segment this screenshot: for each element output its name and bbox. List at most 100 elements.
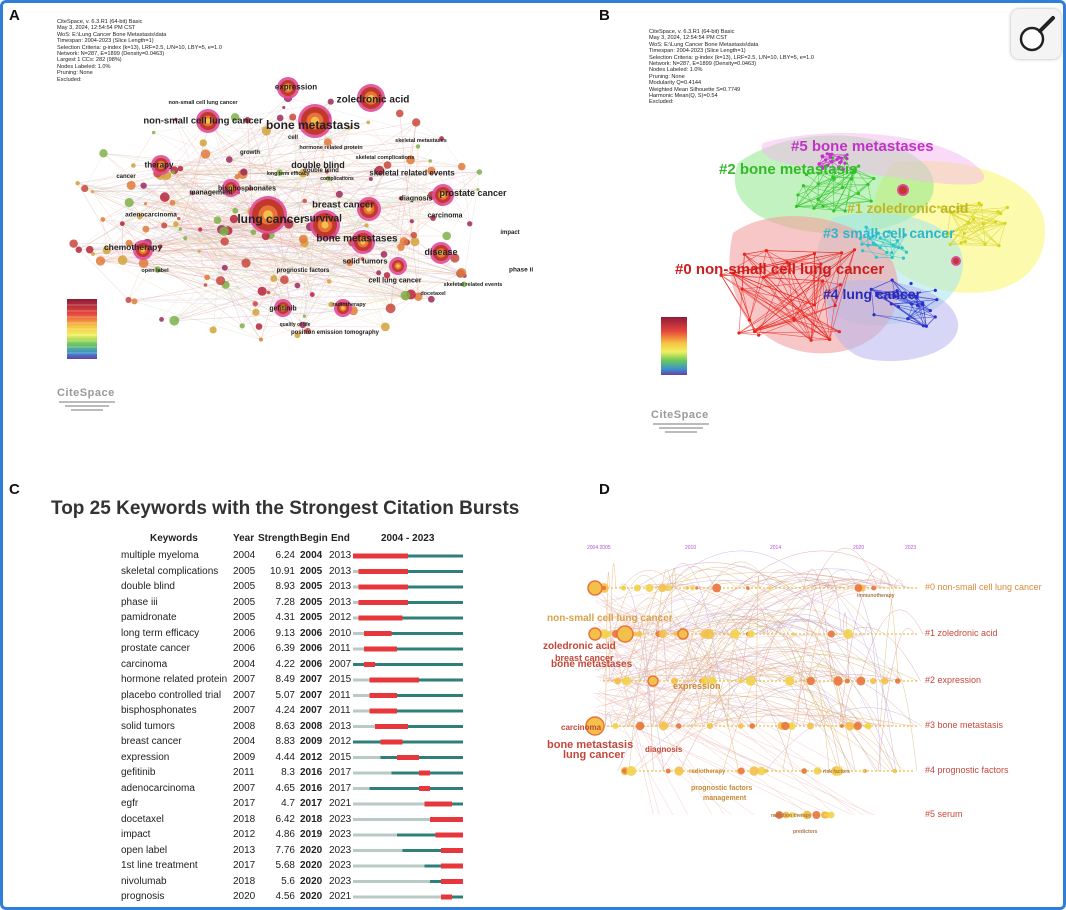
burst-end: 2012 <box>329 736 352 747</box>
burst-end: 2015 <box>329 751 352 763</box>
keyword-label: management <box>189 189 233 197</box>
keyword-label: bisphosphonates <box>218 185 276 193</box>
keyword-label: adenocarcinoma <box>125 211 177 219</box>
burst-end: 2017 <box>329 767 352 778</box>
metadata-line: Excluded: <box>57 76 82 83</box>
burst-strength: 4.44 <box>275 751 295 763</box>
burst-begin: 2006 <box>300 658 323 670</box>
keyword-label: hormone related protein <box>299 145 363 151</box>
keyword-label: carcinoma <box>427 212 463 220</box>
cluster-edges <box>719 152 1010 342</box>
burst-begin: 2005 <box>300 565 323 577</box>
timeline-keyword-label: non-small cell lung cancer <box>547 613 673 624</box>
panel-b-network <box>719 133 1046 362</box>
burst-keyword: breast cancer <box>121 736 182 747</box>
timeline-year-label: 2010 <box>685 545 697 551</box>
burst-keyword: 1st line treatment <box>121 860 198 871</box>
burst-end: 2010 <box>329 627 352 639</box>
header-end: End <box>331 533 350 544</box>
burst-year: 2004 <box>233 736 256 747</box>
metadata-line: Harmonic Mean(Q, S)=0.54 <box>649 93 718 100</box>
timeline-cluster-label: #2 expression <box>925 675 982 685</box>
metadata-line: Network: N=287, E=1899 (Density=0.0463) <box>649 61 757 68</box>
keyword-label: skeletal related events <box>369 168 455 178</box>
burst-year: 2012 <box>233 829 256 840</box>
zoom-button[interactable] <box>1011 9 1061 59</box>
keyword-label: bone metastases <box>316 233 398 245</box>
burst-year: 2009 <box>233 751 256 763</box>
timeline-keyword-label: breast cancer <box>555 653 614 663</box>
burst-year: 2005 <box>233 565 256 577</box>
keyword-label: disease <box>424 247 458 257</box>
keyword-label: bone metastasis <box>265 118 361 132</box>
metadata-line: May 3, 2024, 12:54:54 PM CST <box>649 35 728 42</box>
keyword-label: positron emission tomography <box>290 330 380 336</box>
burst-strength: 4.65 <box>275 782 295 794</box>
burst-strength: 5.6 <box>281 875 295 887</box>
burst-keyword: phase iii <box>121 596 158 608</box>
timeline-keyword-label: radiation therapy <box>771 813 812 819</box>
burst-end: 2021 <box>329 891 352 902</box>
burst-year: 2011 <box>233 767 255 778</box>
burst-year: 2007 <box>233 689 256 701</box>
burst-end: 2013 <box>329 581 352 592</box>
panel-b-logo: CiteSpace <box>651 409 711 437</box>
metadata-line: Weighted Mean Silhouette S=0.7749 <box>649 86 741 93</box>
burst-keyword: egfr <box>121 798 139 809</box>
burst-end: 2011 <box>329 643 351 654</box>
burst-end: 2012 <box>329 612 352 623</box>
burst-year: 2017 <box>233 860 256 871</box>
burst-begin: 2016 <box>300 782 323 794</box>
header-begin: Begin <box>300 533 328 544</box>
burst-keyword: pamidronate <box>121 612 177 623</box>
metadata-line: CiteSpace, v. 6.3.R1 (64-bit) Basic <box>57 19 143 25</box>
timeline-keyword-label: bone metastasis <box>547 739 634 751</box>
metadata-line: Network: N=287, E=1899 (Density=0.0463) <box>57 51 165 58</box>
burst-begin: 2004 <box>300 550 323 561</box>
burst-end: 2007 <box>329 658 352 670</box>
burst-strength: 6.42 <box>275 813 295 825</box>
burst-keyword: prognosis <box>121 891 165 902</box>
panel-a-label: A <box>9 7 20 24</box>
burst-keyword: carcinoma <box>121 658 168 670</box>
burst-begin: 2020 <box>300 844 323 856</box>
timeline-keyword-label: radiotherapy <box>689 769 726 775</box>
burst-keyword: prostate cancer <box>121 643 190 654</box>
burst-begin: 2009 <box>300 736 323 747</box>
burst-begin: 2020 <box>300 860 323 871</box>
burst-strength: 8.63 <box>275 720 295 732</box>
burst-begin: 2018 <box>300 813 323 825</box>
burst-strength: 5.68 <box>275 860 295 871</box>
burst-year: 2020 <box>233 891 256 902</box>
burst-begin: 2005 <box>300 581 323 592</box>
keyword-label: chemotherapy <box>103 242 163 252</box>
keyword-label: docetaxel <box>420 291 446 297</box>
keyword-label: lung cancer <box>237 212 305 226</box>
burst-year: 2006 <box>233 643 256 654</box>
burst-begin: 2007 <box>300 705 323 716</box>
burst-year: 2004 <box>233 550 256 561</box>
keyword-label: skeletal complications <box>355 155 415 161</box>
keyword-label: open label <box>141 268 169 274</box>
header-strength: Strength <box>258 533 300 544</box>
keyword-label: impact <box>500 230 520 236</box>
panel-a-network <box>69 77 483 342</box>
burst-strength: 4.7 <box>281 798 295 809</box>
burst-end: 2013 <box>329 720 352 732</box>
burst-year: 2018 <box>233 813 256 825</box>
timeline-keyword-label: risk factors <box>823 769 850 775</box>
metadata-line: Selection Criteria: g-index (k=13), LRF=… <box>57 44 222 51</box>
network-nodes <box>69 77 483 342</box>
burst-begin: 2005 <box>300 596 323 608</box>
metadata-line: Timespan: 2004-2023 (Slice Length=1) <box>57 38 154 45</box>
burst-end: 2021 <box>329 798 352 809</box>
panel-a-legend <box>67 299 97 359</box>
burst-end: 2023 <box>329 860 352 871</box>
burst-begin: 2006 <box>300 643 323 654</box>
burst-year: 2005 <box>233 581 256 592</box>
burst-begin: 2005 <box>300 612 323 623</box>
keyword-label: long term efficacy <box>266 171 310 177</box>
timeline-cluster-label: #1 zoledronic acid <box>925 628 998 638</box>
timeline-keyword-label: management <box>703 795 747 802</box>
burst-strength: 4.56 <box>275 891 295 902</box>
